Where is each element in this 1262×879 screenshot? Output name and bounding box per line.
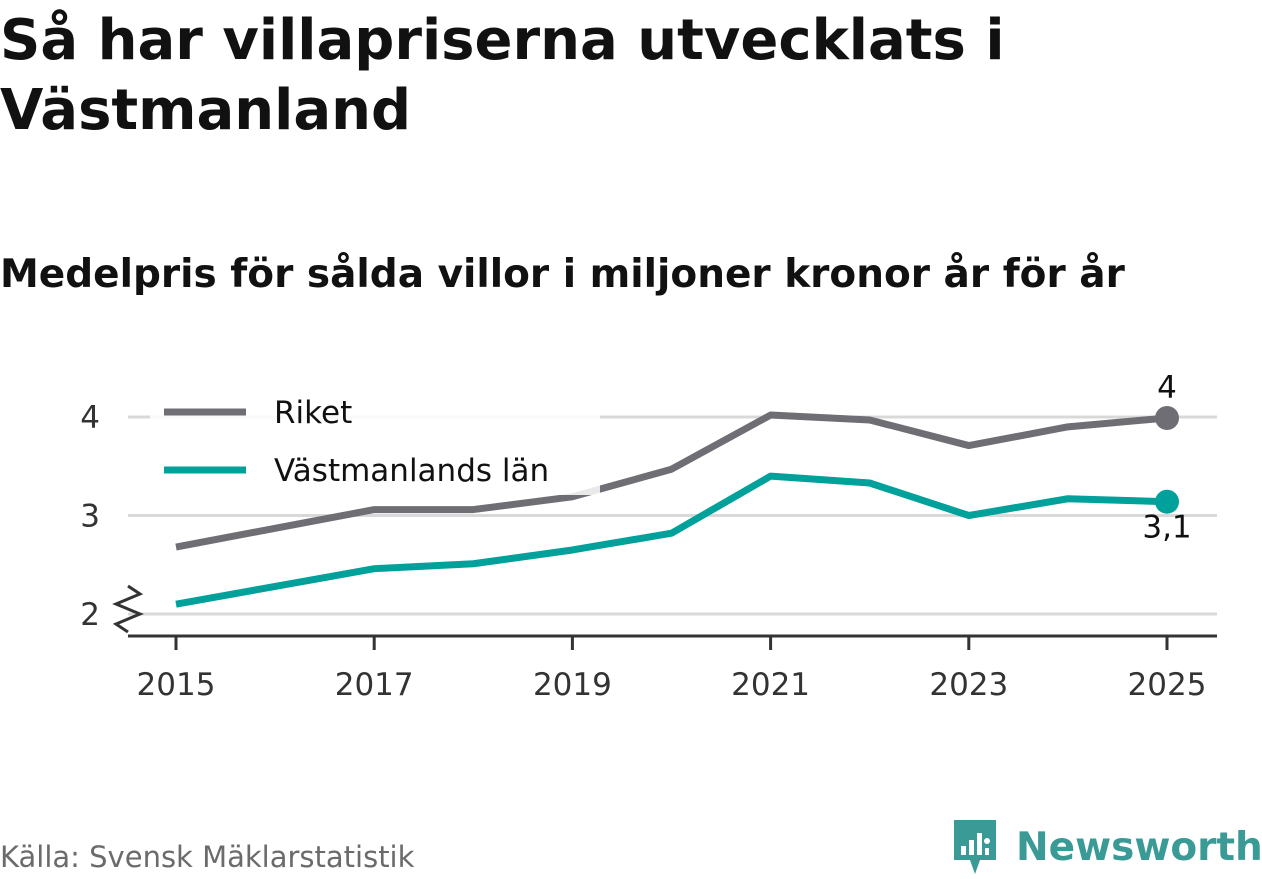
x-tick-label: 2017 <box>335 667 414 703</box>
y-tick-label: 3 <box>80 499 100 535</box>
legend-label: Riket <box>274 395 352 431</box>
series-lines <box>175 411 1168 608</box>
x-tick-label: 2019 <box>533 667 612 703</box>
x-tick-label: 2015 <box>137 667 216 703</box>
series-line-vastmanland <box>175 472 1168 608</box>
y-tick-label: 2 <box>80 597 100 633</box>
end-value-label: 3,1 <box>1142 510 1191 546</box>
newsworthy-logo: Newsworthy <box>950 818 1262 876</box>
y-tick-label: 4 <box>80 400 100 436</box>
legend-label: Västmanlands län <box>274 453 549 489</box>
brand-name: Newsworthy <box>1016 824 1262 870</box>
axis-break-icon <box>112 584 144 634</box>
legend: Riket Västmanlands län <box>150 390 600 495</box>
x-tick-label: 2025 <box>1128 667 1207 703</box>
end-point-marker <box>1155 405 1179 430</box>
data-labels: 43,1 <box>1142 370 1191 546</box>
chart-subtitle: Medelpris för sålda villor i miljoner kr… <box>0 252 1125 297</box>
end-point-marker <box>1155 489 1179 514</box>
series-line-riket <box>175 411 1168 551</box>
chart-title: Så har villapriserna utvecklats i Västma… <box>0 8 1005 143</box>
legend-background <box>150 390 600 495</box>
newsworthy-logo-icon <box>954 820 996 874</box>
source-note: Källa: Svensk Mäklarstatistik <box>0 840 415 874</box>
end-value-label: 4 <box>1157 370 1177 406</box>
line-chart: Riket Västmanlands län 2 3 4 2015 2017 2019 202… <box>80 370 1217 703</box>
axes: 2 3 4 2015 2017 2019 2021 2023 2025 <box>80 400 1217 703</box>
x-tick-label: 2023 <box>929 667 1008 703</box>
x-tick-label: 2021 <box>731 667 810 703</box>
